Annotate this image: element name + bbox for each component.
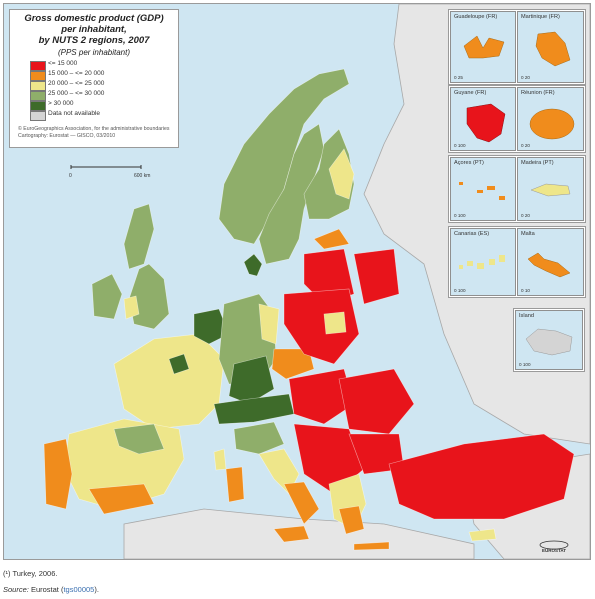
region-crete <box>353 541 390 551</box>
region-portugal <box>43 438 73 510</box>
legend-label-6: Data not available <box>48 110 101 117</box>
map-title-line-2: per inhabitant, <box>61 24 127 35</box>
legend-swatch-6 <box>30 111 46 121</box>
legend-box: Gross domestic product (GDP) per inhabit… <box>9 9 179 148</box>
inset-shape-reunion <box>529 108 575 140</box>
inset-reunion: Réunion (FR) 0 20 <box>517 87 584 151</box>
legend-label-5: > 30 000 <box>48 100 74 107</box>
region-estonia <box>313 228 350 250</box>
scale-bar-start-label: 0 <box>69 173 72 179</box>
map-frame: Gross domestic product (GDP) per inhabit… <box>3 3 591 560</box>
inset-label-guadeloupe: Guadeloupe (FR) <box>454 14 498 20</box>
region-ireland <box>91 273 123 320</box>
region-spain-north <box>113 423 165 455</box>
region-warsaw <box>323 311 347 335</box>
region-sicily <box>273 525 310 543</box>
map-title-line-1: Gross domestic product (GDP) <box>24 13 164 24</box>
inset-shape-martinique <box>535 31 571 67</box>
source-end: ). <box>94 585 99 594</box>
region-denmark <box>243 253 263 277</box>
legend-swatch-4 <box>30 91 46 101</box>
inset-madeira: Madeira (PT) 0 20 <box>517 157 584 221</box>
inset-shape-island <box>525 328 573 356</box>
region-paris <box>168 353 190 375</box>
credit-line-2: Cartography: Eurostat — GISCO, 03/2010 <box>18 133 116 139</box>
region-wales <box>123 295 140 320</box>
region-finland <box>303 128 355 220</box>
legend-label-2: 15 000 – <= 20 000 <box>48 70 105 77</box>
inset-label-madeira: Madeira (PT) <box>521 160 554 166</box>
region-corsica <box>213 448 227 471</box>
region-sardinia <box>225 466 245 503</box>
source-text: Eurostat ( <box>28 585 64 594</box>
region-scotland <box>123 203 155 270</box>
inset-scale-canarias: 0 100 <box>454 288 466 293</box>
region-finland-east <box>328 148 355 200</box>
publisher-label: EUROSTAT <box>542 548 566 553</box>
inset-shape-guadeloupe <box>463 35 505 59</box>
source-label: Source: <box>3 585 29 594</box>
inset-guyane: Guyane (FR) 0 100 <box>450 87 516 151</box>
inset-martinique: Martinique (FR) 0 20 <box>517 11 584 83</box>
credit-line-1: © EuroGeographics Association, for the a… <box>18 126 170 132</box>
legend-swatch-3 <box>30 81 46 91</box>
inset-shape-guyane <box>466 103 506 143</box>
legend-label-3: 20 000 – <= 25 000 <box>48 80 105 87</box>
region-spain-south <box>88 483 155 515</box>
region-benelux <box>193 308 230 345</box>
legend-label-4: 25 000 – <= 30 000 <box>48 90 105 97</box>
inset-label-martinique: Martinique (FR) <box>521 14 560 20</box>
legend-swatch-5 <box>30 101 46 111</box>
inset-scale-acores: 0 100 <box>454 213 466 218</box>
inset-malta: Malta 0 10 <box>517 228 584 296</box>
region-baltic-east <box>353 248 400 305</box>
inset-scale-reunion: 0 20 <box>521 143 530 148</box>
region-austria-swiss <box>213 393 295 425</box>
scale-bar-end-label: 600 km <box>134 173 150 179</box>
scale-bar: 0 600 km <box>69 165 150 179</box>
footnote-note: (¹) Turkey, 2006. <box>3 569 58 578</box>
inset-scale-guadeloupe: 0 25 <box>454 75 463 80</box>
inset-shape-acores <box>459 182 505 200</box>
inset-scale-martinique: 0 20 <box>521 75 530 80</box>
inset-scale-madeira: 0 20 <box>521 213 530 218</box>
region-italy-north <box>233 421 285 455</box>
inset-label-acores: Açores (PT) <box>454 160 484 166</box>
inset-label-malta: Malta <box>521 231 535 237</box>
legend-swatch-2 <box>30 71 46 81</box>
inset-guadeloupe: Guadeloupe (FR) 0 25 <box>450 11 516 83</box>
region-turkey <box>388 433 575 520</box>
legend-swatch-1 <box>30 61 46 71</box>
inset-acores: Açores (PT) 0 100 <box>450 157 516 221</box>
inset-island: Island 0 100 <box>515 310 583 370</box>
inset-scale-malta: 0 10 <box>521 288 530 293</box>
inset-shape-canarias <box>459 255 505 269</box>
map-title-line-3: by NUTS 2 regions, 2007 <box>38 35 150 46</box>
region-germany-south <box>228 355 275 405</box>
source-code-link[interactable]: tgs00005 <box>63 585 95 594</box>
eurostat-logo: EUROSTAT <box>539 540 569 553</box>
region-germany-east <box>258 303 280 345</box>
inset-shape-madeira <box>530 183 571 197</box>
inset-label-canarias: Canarias (ES) <box>454 231 490 237</box>
inset-label-guyane: Guyane (FR) <box>454 90 487 96</box>
inset-scale-guyane: 0 100 <box>454 143 466 148</box>
source-line: Source: Eurostat (tgs00005). <box>3 585 99 594</box>
region-italy-south <box>283 481 320 525</box>
inset-scale-island: 0 100 <box>519 362 531 367</box>
legend-label-1: <= 15 000 <box>48 60 78 67</box>
region-romania <box>338 368 415 435</box>
region-cyprus <box>468 528 497 542</box>
inset-canarias: Canarias (ES) 0 100 <box>450 228 516 296</box>
map-subtitle: (PPS per inhabitant) <box>57 48 131 57</box>
region-poland <box>283 288 360 365</box>
region-france <box>113 333 225 430</box>
region-sweden <box>258 123 325 265</box>
inset-label-reunion: Réunion (FR) <box>521 90 555 96</box>
inset-label-island: Island <box>519 313 534 319</box>
inset-shape-malta <box>527 252 571 278</box>
region-greece-south <box>338 505 365 535</box>
region-hungary-slovakia <box>288 368 355 425</box>
